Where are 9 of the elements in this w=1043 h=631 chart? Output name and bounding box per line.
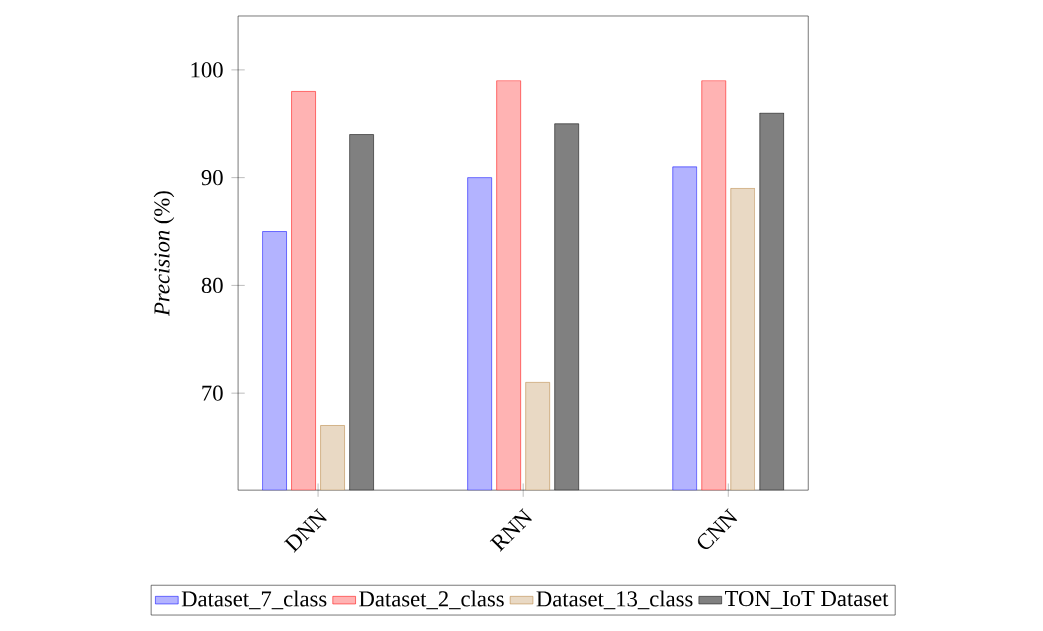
legend-label: TON_IoT Dataset [725, 590, 889, 609]
y-tick-label: 100 [191, 62, 223, 78]
y-tick-label: 70 [202, 385, 223, 401]
legend-label: Dataset_13_class [536, 590, 693, 610]
y-tick-label: 80 [201, 277, 223, 294]
y-axis-title: Precision (%) [153, 191, 175, 317]
legend-label: Dataset_7_class [181, 590, 327, 610]
y-tick-label: 90 [201, 170, 223, 186]
legend-label: Dataset_2_class [359, 590, 504, 610]
